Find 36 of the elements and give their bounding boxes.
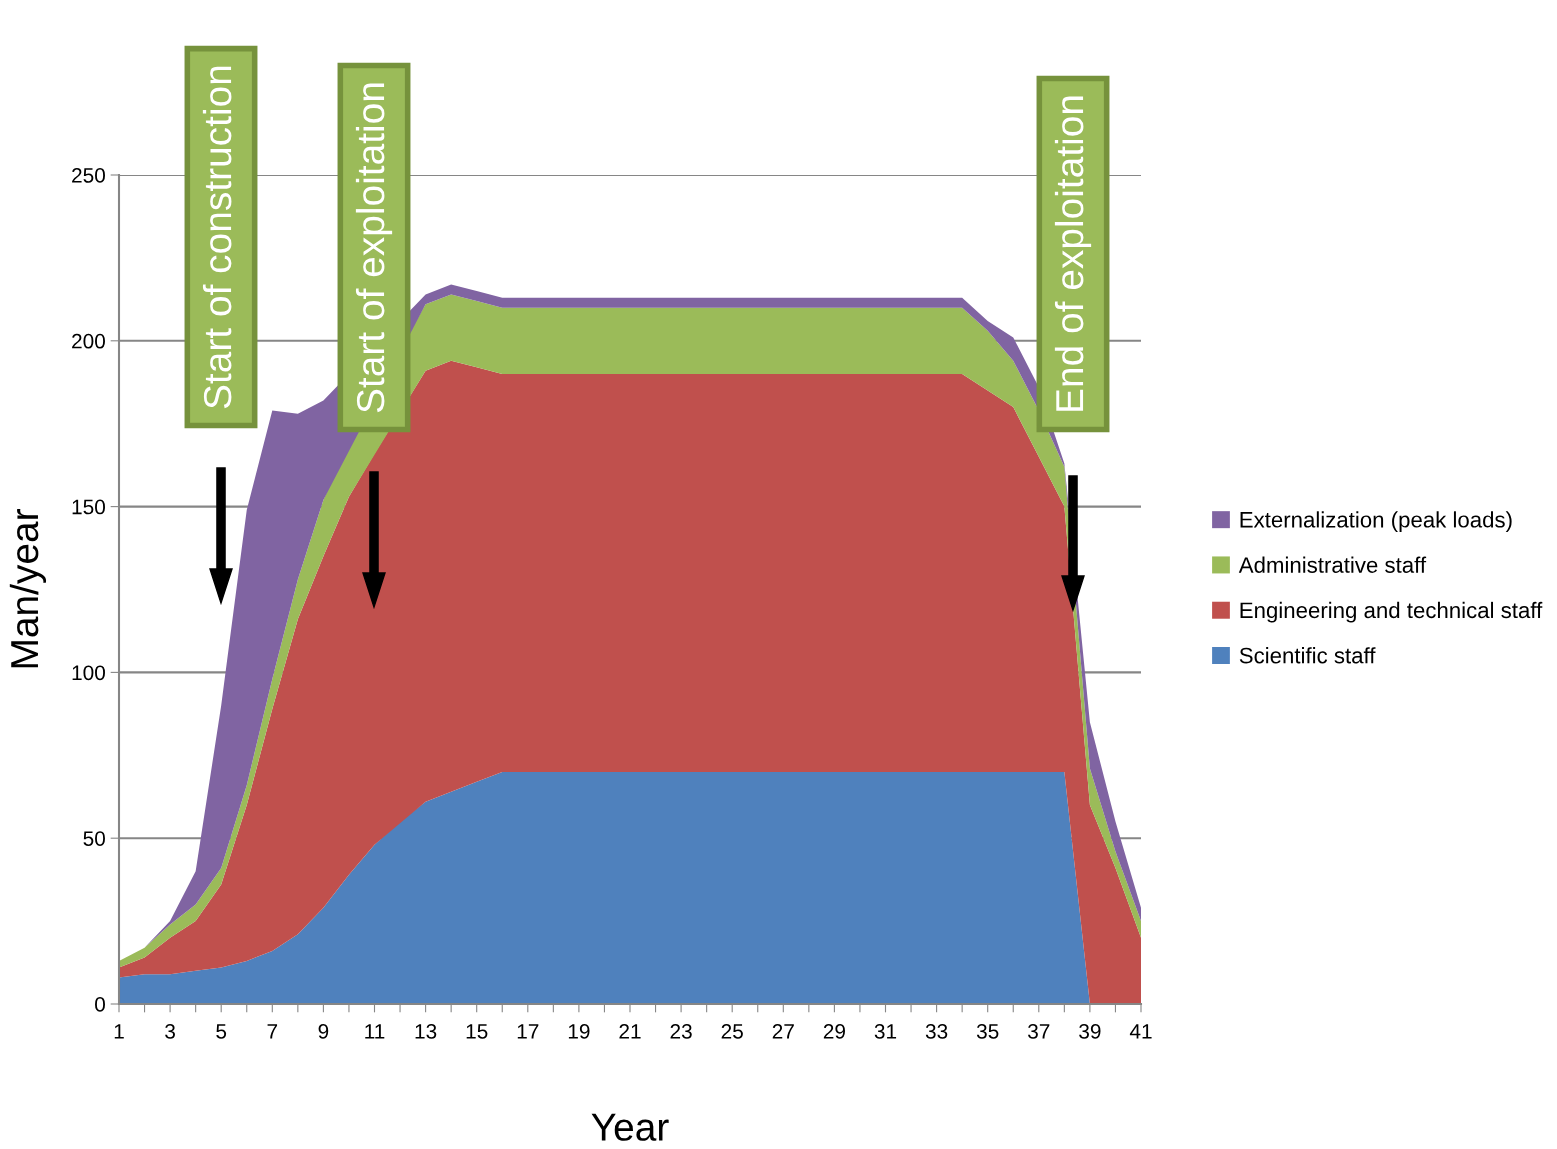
legend-label: Externalization (peak loads)	[1240, 511, 1512, 532]
x-tick-label: 37	[1028, 1023, 1050, 1039]
x-tick-label: 3	[165, 1023, 175, 1039]
y-tick-label: 100	[72, 665, 105, 681]
y-tick-label: 250	[72, 168, 105, 183]
y-tick-label: 150	[72, 499, 105, 515]
y-axis-title: Man/year	[9, 509, 47, 668]
x-tick-label: 5	[216, 1024, 227, 1039]
x-tick-label: 29	[823, 1023, 845, 1039]
x-tick-label: 17	[517, 1024, 539, 1039]
x-tick-label: 9	[318, 1023, 329, 1039]
x-tick-label: 13	[415, 1023, 437, 1039]
legend-label: Administrative staff	[1238, 556, 1427, 573]
legend-label: Engineering and technical staff	[1240, 601, 1543, 623]
annotation: Start of exploitation	[355, 83, 393, 413]
x-tick-label: 33	[925, 1023, 948, 1039]
x-tick-label: 15	[466, 1024, 488, 1039]
x-tick-label: 7	[267, 1024, 278, 1039]
annotation: End of exploitation	[1054, 96, 1092, 411]
x-tick-label: 31	[874, 1023, 897, 1039]
x-tick-label: 35	[976, 1023, 999, 1039]
x-tick-label: 1	[114, 1024, 124, 1039]
x-tick-label: 39	[1079, 1023, 1101, 1039]
x-tick-label: 21	[619, 1023, 641, 1039]
x-axis-title: Year	[591, 1113, 669, 1141]
x-tick-label: 25	[721, 1023, 743, 1039]
x-tick-label: 41	[1129, 1024, 1152, 1039]
x-tick-label: 27	[772, 1023, 794, 1039]
x-tick-label: 23	[670, 1023, 692, 1039]
x-tick-label: 19	[568, 1023, 590, 1039]
x-tick-label: 11	[365, 1024, 385, 1039]
legend-label: Scientific staff	[1239, 647, 1376, 664]
y-tick-label: 50	[83, 831, 105, 846]
y-tick-label: 200	[72, 333, 105, 349]
y-tick-label: 0	[95, 997, 105, 1012]
annotation: Start of construction	[202, 66, 232, 409]
